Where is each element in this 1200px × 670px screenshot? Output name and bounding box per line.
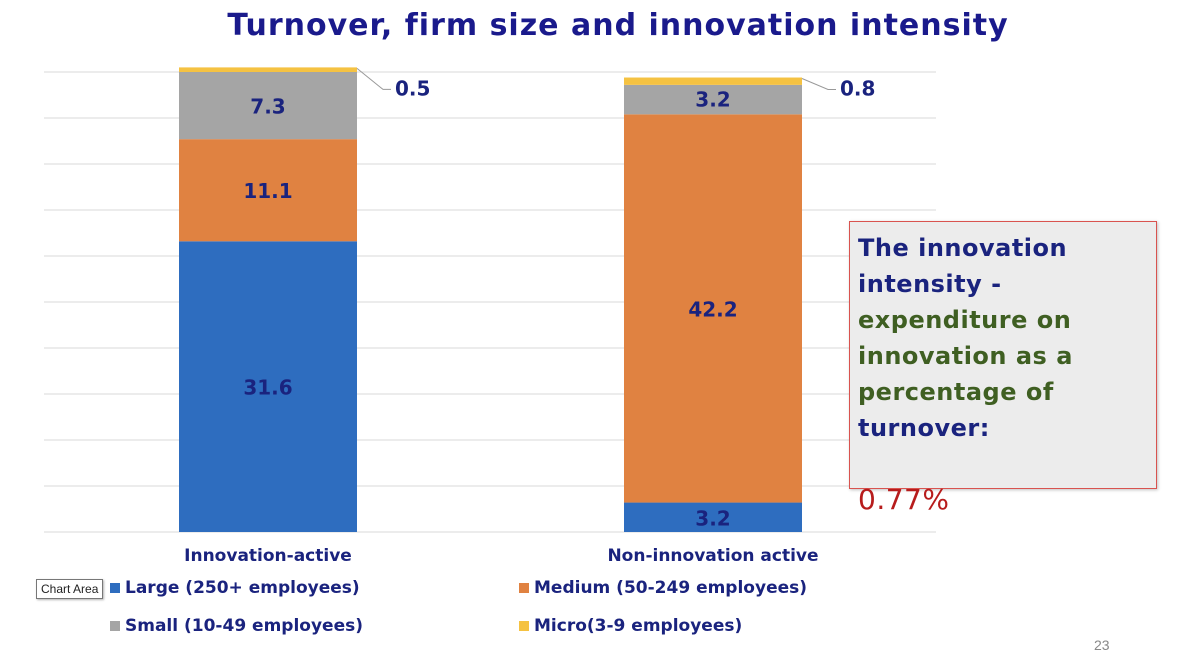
bar-segment[interactable] xyxy=(624,84,802,115)
leader-line xyxy=(356,68,391,90)
bar-segment[interactable] xyxy=(179,67,357,72)
data-label: 0.8 xyxy=(840,77,875,101)
bar-segment[interactable] xyxy=(179,72,357,140)
data-label: 42.2 xyxy=(688,297,737,321)
callout-text-part2: expenditure on innovation as a percentag… xyxy=(858,306,1073,406)
bar-segment[interactable] xyxy=(624,114,802,503)
bar-segment[interactable] xyxy=(179,241,357,532)
chart-title: Turnover, firm size and innovation inten… xyxy=(227,8,1009,43)
category-label: Non-innovation active xyxy=(607,546,818,566)
data-label: 3.2 xyxy=(695,88,730,112)
category-label: Innovation-active xyxy=(184,546,352,566)
bars xyxy=(179,67,802,532)
bar-segment[interactable] xyxy=(624,502,802,532)
legend-item-large[interactable]: Large (250+ employees) xyxy=(110,578,360,598)
category-labels: Innovation-active Non-innovation active xyxy=(184,546,818,566)
legend-item-micro[interactable]: Micro(3-9 employees) xyxy=(519,616,742,636)
legend-swatch-large xyxy=(110,583,120,593)
legend-label-small: Small (10-49 employees) xyxy=(125,616,364,636)
legend-label-micro: Micro(3-9 employees) xyxy=(534,616,743,636)
bar-segment[interactable] xyxy=(179,139,357,242)
legend-item-small[interactable]: Small (10-49 employees) xyxy=(110,616,363,636)
innovation-intensity-callout: The innovation intensity - expenditure o… xyxy=(849,221,1157,516)
legend-swatch-micro xyxy=(519,621,529,631)
data-labels: 31.6 11.1 7.3 0.5 3.2 42.2 3.2 0.8 xyxy=(243,68,875,530)
data-label: 11.1 xyxy=(243,179,292,203)
bar-segment[interactable] xyxy=(624,77,802,85)
legend-label-large: Large (250+ employees) xyxy=(125,578,360,598)
chart-area-tooltip: Chart Area xyxy=(36,579,104,599)
legend-swatch-medium xyxy=(519,583,529,593)
data-label: 7.3 xyxy=(250,95,285,119)
legend-item-medium[interactable]: Medium (50-249 employees) xyxy=(519,578,807,598)
callout-text-part1: The innovation intensity - xyxy=(858,234,1068,298)
callout-text-part3: turnover: xyxy=(858,414,990,442)
legend-swatch-small xyxy=(110,621,120,631)
data-label: 31.6 xyxy=(243,376,292,400)
legend-label-medium: Medium (50-249 employees) xyxy=(534,578,808,598)
leader-line xyxy=(801,78,836,91)
data-label: 3.2 xyxy=(695,506,730,530)
data-label: 0.5 xyxy=(395,76,430,100)
gridlines xyxy=(44,71,936,533)
page-number: 23 xyxy=(1094,637,1110,653)
callout-value: 0.77% xyxy=(858,483,950,516)
